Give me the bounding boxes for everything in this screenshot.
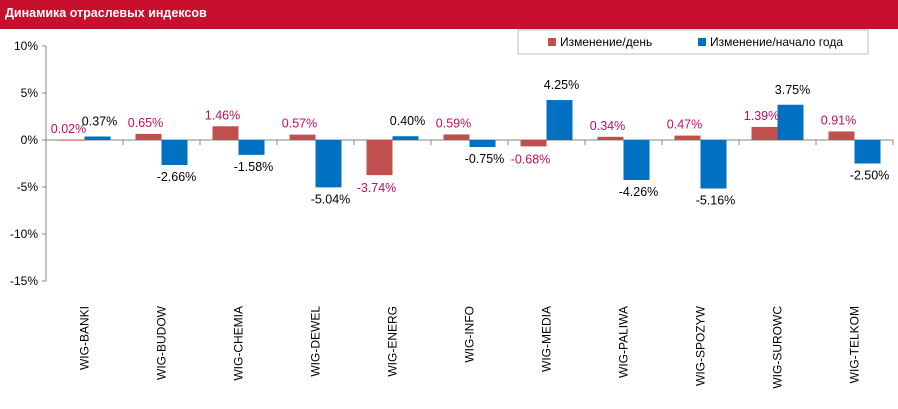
x-tick-label: WIG-ENERG	[386, 306, 400, 377]
x-tick-label: WIG-PALIWA	[617, 306, 631, 378]
bar-ytd	[315, 140, 342, 188]
x-tick-label: WIG-BANKI	[78, 306, 92, 370]
legend-swatch-ytd	[698, 38, 706, 46]
bar-ytd	[854, 140, 881, 164]
legend-label-daily: Изменение/день	[560, 35, 652, 49]
data-label-ytd: -5.16%	[696, 194, 736, 208]
data-label-ytd: 0.37%	[82, 115, 117, 129]
bar-daily	[366, 140, 393, 176]
bar-ytd	[161, 140, 188, 166]
data-label-ytd: -2.50%	[850, 169, 890, 183]
data-label-ytd: -4.26%	[619, 185, 659, 199]
data-label-daily: 1.39%	[744, 109, 779, 123]
bar-daily	[520, 140, 547, 147]
bar-ytd	[84, 136, 111, 140]
data-label-ytd: 0.40%	[390, 114, 425, 128]
data-label-ytd: -0.75%	[465, 152, 505, 166]
data-label-daily: 1.46%	[205, 108, 240, 122]
bar-daily	[443, 134, 470, 140]
data-label-ytd: 3.75%	[775, 83, 810, 97]
bar-daily	[289, 134, 316, 140]
data-label-ytd: -2.66%	[157, 170, 197, 184]
x-tick-label: WIG-DEWEL	[309, 306, 323, 377]
x-tick-label: WIG-CHEMIA	[232, 306, 246, 381]
data-label-daily: 0.57%	[282, 117, 317, 131]
bar-daily	[828, 131, 855, 140]
legend-label-ytd: Изменение/начало года	[710, 35, 843, 49]
y-tick-label: -5%	[17, 180, 39, 194]
data-label-daily: 0.91%	[821, 113, 856, 127]
x-tick-label: WIG-SPOZYW	[694, 305, 708, 386]
bar-daily	[58, 139, 85, 141]
y-tick-label: 0%	[21, 133, 39, 147]
x-tick-label: WIG-TELKOM	[848, 306, 862, 383]
x-tick-label: WIG-INFO	[463, 306, 477, 363]
bar-ytd	[392, 136, 419, 140]
x-tick-label: WIG-BUDOW	[155, 305, 169, 380]
data-label-daily: 0.59%	[436, 116, 471, 130]
legend-box	[517, 29, 869, 55]
data-label-daily: -3.74%	[357, 181, 397, 195]
bar-ytd	[469, 140, 496, 148]
bar-daily	[751, 126, 778, 140]
data-label-daily: 0.02%	[51, 122, 86, 136]
bar-daily	[597, 136, 624, 140]
bar-ytd	[623, 140, 650, 181]
y-tick-label: 5%	[21, 86, 39, 100]
x-tick-label: WIG-MEDIA	[540, 306, 554, 372]
y-tick-label: 10%	[14, 39, 38, 53]
bar-daily	[212, 126, 239, 140]
bar-ytd	[777, 104, 804, 140]
y-tick-label: -10%	[10, 227, 38, 241]
bar-ytd	[700, 140, 727, 189]
legend-swatch-daily	[548, 38, 556, 46]
bar-daily	[135, 133, 162, 140]
bar-daily	[674, 135, 701, 140]
bar-ytd	[238, 140, 265, 155]
data-label-daily: -0.68%	[511, 152, 551, 166]
data-label-daily: 0.65%	[128, 116, 163, 130]
bar-ytd	[546, 100, 573, 140]
data-label-daily: 0.34%	[590, 119, 625, 133]
data-label-ytd: -1.58%	[234, 160, 274, 174]
x-tick-label: WIG-SUROWC	[771, 306, 785, 389]
data-label-daily: 0.47%	[667, 118, 702, 132]
chart-header: Динамика отраслевых индексов	[0, 0, 898, 29]
data-label-ytd: -5.04%	[311, 192, 351, 206]
data-label-ytd: 4.25%	[544, 78, 579, 92]
chart-title: Динамика отраслевых индексов	[5, 6, 207, 20]
y-tick-label: -15%	[10, 274, 38, 288]
